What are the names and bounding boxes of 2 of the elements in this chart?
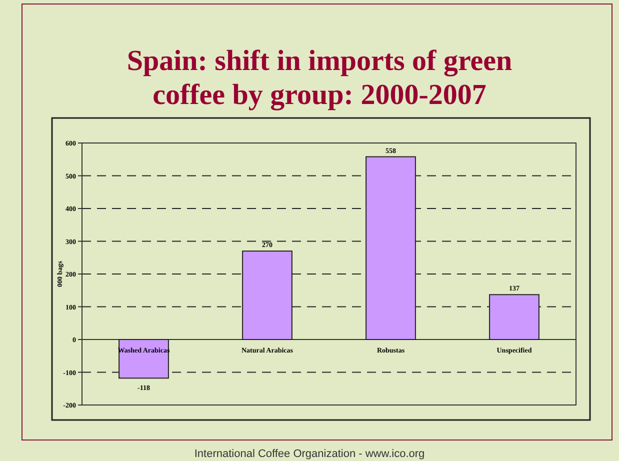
text: International Coffee Organization - www.ico.org (194, 448, 425, 460)
chart-title: Spain: shift in imports of green coffee by group: 2000-2007 (126, 45, 512, 111)
